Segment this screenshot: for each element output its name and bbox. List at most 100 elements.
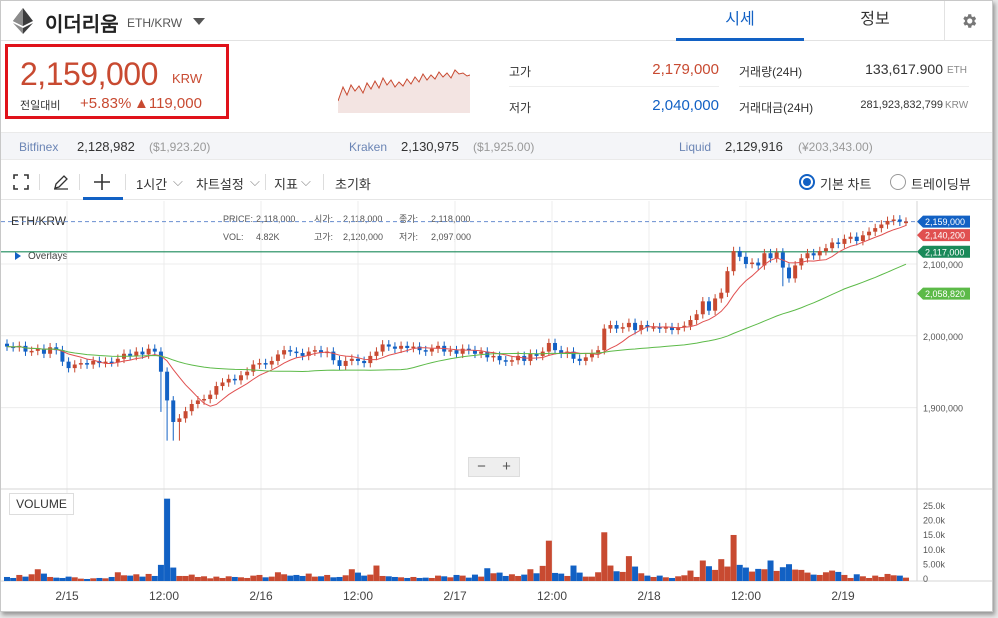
tradingview-radio[interactable] [890,174,906,190]
candle-body [177,418,182,422]
candle-body [405,345,410,349]
volume-bar [761,569,768,581]
candle-body [312,350,317,352]
volume-bar [656,575,663,581]
volume-bar [687,570,694,581]
candle-body [263,363,268,365]
candle-body [811,253,816,256]
volume-bar [256,574,263,581]
volume-bar [305,573,312,581]
volume-bar [354,572,361,581]
tab-quote[interactable]: 시세 [676,1,804,41]
volume-bar [558,573,565,581]
volume-bar [379,575,386,581]
ma-short-line [6,224,907,407]
price-chart-area[interactable]: ETH/KRW PRICE: 2,118,000 시가: 2,118,000 종… [1,201,993,612]
volume-bar [644,575,651,581]
ma-long-line [6,263,907,372]
overlays-label[interactable]: Overlays [28,251,67,262]
candle-body [72,364,77,369]
volume-axis-tick-label: 25.0k [923,501,946,511]
candle-body [491,355,496,358]
info-price-value: 2,118,000 [256,214,295,224]
price-axis-tick-label: 1,900,000 [923,404,963,414]
volume-bar [188,574,195,581]
volume-bar [231,576,238,581]
zoom-out-button[interactable]: − [477,458,486,475]
volume-bar [299,575,306,581]
volume-bar [157,564,164,581]
info-low-label: 저가: [399,232,418,242]
x-axis-tick-label: 12:00 [537,589,567,603]
volume-bar [632,566,639,581]
candle-body [904,221,908,224]
exchange-name: Kraken [349,140,388,154]
candle-body [423,350,428,352]
candle-body [220,382,225,387]
candle-body [411,346,416,349]
high-value: 2,179,000 [652,61,719,78]
ethereum-icon [13,8,33,34]
price-marker-label: 2,140,200 [925,231,965,241]
overlays-toggle-icon[interactable] [15,252,21,260]
volume-bar [416,577,423,581]
tab-info[interactable]: 정보 [860,11,890,28]
candle-body [534,353,539,356]
settings-gear-icon[interactable] [944,1,992,41]
x-axis-tick-label: 2/19 [831,589,855,603]
basic-chart-radio[interactable] [799,174,815,190]
amount-24h-value: 281,923,832,799 [860,99,943,111]
candlestick-chart[interactable]: ETH/KRW PRICE: 2,118,000 시가: 2,118,000 종… [1,201,993,612]
chart-settings-chevron-icon[interactable]: ⌵ [250,174,260,189]
indicators-chevron-icon[interactable]: ⌵ [301,174,311,189]
volume-bar [102,578,109,581]
info-low-value: 2,097,000 [431,232,471,242]
candle-body [873,228,878,232]
volume-bar [225,576,232,581]
candle-body [29,350,34,353]
low-value: 2,040,000 [652,97,719,114]
fullscreen-icon[interactable] [13,174,29,190]
interval-chevron-icon[interactable]: ⌵ [173,174,183,189]
candle-body [676,327,681,331]
volume-bar [798,569,805,581]
volume-bar [250,575,257,581]
pencil-icon[interactable] [53,174,69,190]
candle-body [386,344,391,347]
zoom-in-button[interactable]: + [502,458,511,475]
candle-body [854,236,859,242]
volume-bar [786,564,793,581]
volume-bar [884,573,891,581]
volume-bar [10,577,17,581]
candle-body [620,327,625,329]
crosshair-icon[interactable] [93,173,111,191]
volume-bar [120,575,127,581]
volume-bar [342,575,349,581]
price-marker-tag [917,229,970,242]
current-price: 2,159,000 [20,56,158,92]
candle-body [577,358,582,361]
volume-axis-tick-label: 5.00k [923,559,946,569]
coin-dropdown-icon[interactable] [193,18,205,25]
candle-body [737,251,742,257]
reset-button[interactable]: 초기화 [335,177,371,192]
candle-body [343,360,348,366]
candle-body [805,253,810,259]
volume-bar [471,574,478,581]
volume-bar [40,573,47,581]
candle-body [817,251,822,256]
interval-select[interactable]: 1시간 [136,177,168,192]
volume-bar [318,576,325,581]
volume-bar [527,569,534,581]
volume-bar [792,569,799,581]
candle-body [355,358,360,361]
candle-body [497,355,502,361]
indicators-menu[interactable]: 지표 [274,177,298,192]
candle-body [743,256,748,264]
volume-bar [570,565,577,581]
chart-settings-menu[interactable]: 차트설정 [196,177,244,192]
sparkline-chart [338,69,470,113]
candle-body [399,345,404,349]
volume-bar [755,568,762,581]
volume-bar [447,577,454,581]
